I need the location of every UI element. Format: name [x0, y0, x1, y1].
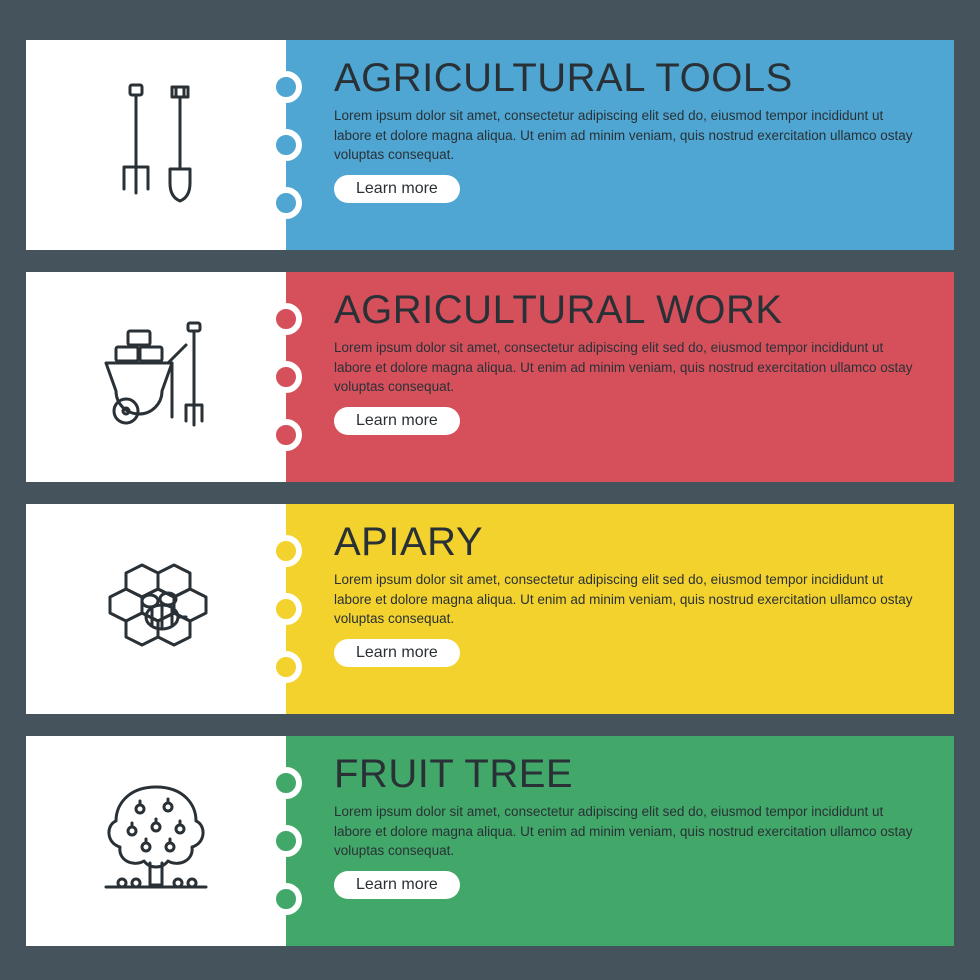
banner-title: FRUIT TREE — [334, 754, 926, 794]
perforation-notches — [270, 40, 302, 250]
banner-apiary: APIARY Lorem ipsum dolor sit amet, conse… — [26, 504, 954, 714]
fruit-tree-icon — [86, 769, 226, 914]
banner-body: Lorem ipsum dolor sit amet, consectetur … — [334, 338, 924, 397]
banner-work: AGRICULTURAL WORK Lorem ipsum dolor sit … — [26, 272, 954, 482]
icon-box — [26, 40, 286, 250]
banner-content: AGRICULTURAL WORK Lorem ipsum dolor sit … — [286, 272, 954, 482]
icon-box — [26, 272, 286, 482]
banner-title: AGRICULTURAL TOOLS — [334, 58, 926, 98]
wheelbarrow-icon — [86, 305, 226, 450]
banner-content: AGRICULTURAL TOOLS Lorem ipsum dolor sit… — [286, 40, 954, 250]
learn-more-button[interactable]: Learn more — [334, 871, 460, 899]
banner-tools: AGRICULTURAL TOOLS Lorem ipsum dolor sit… — [26, 40, 954, 250]
banner-content: FRUIT TREE Lorem ipsum dolor sit amet, c… — [286, 736, 954, 946]
learn-more-button[interactable]: Learn more — [334, 639, 460, 667]
icon-box — [26, 736, 286, 946]
banner-title: AGRICULTURAL WORK — [334, 290, 926, 330]
perforation-notches — [270, 272, 302, 482]
banner-fruit: FRUIT TREE Lorem ipsum dolor sit amet, c… — [26, 736, 954, 946]
learn-more-button[interactable]: Learn more — [334, 175, 460, 203]
pitchfork-shovel-icon — [86, 73, 226, 218]
banner-body: Lorem ipsum dolor sit amet, consectetur … — [334, 106, 924, 165]
banner-body: Lorem ipsum dolor sit amet, consectetur … — [334, 802, 924, 861]
honeycomb-bee-icon — [86, 537, 226, 682]
banner-content: APIARY Lorem ipsum dolor sit amet, conse… — [286, 504, 954, 714]
banner-title: APIARY — [334, 522, 926, 562]
learn-more-button[interactable]: Learn more — [334, 407, 460, 435]
icon-box — [26, 504, 286, 714]
perforation-notches — [270, 736, 302, 946]
perforation-notches — [270, 504, 302, 714]
banner-body: Lorem ipsum dolor sit amet, consectetur … — [334, 570, 924, 629]
